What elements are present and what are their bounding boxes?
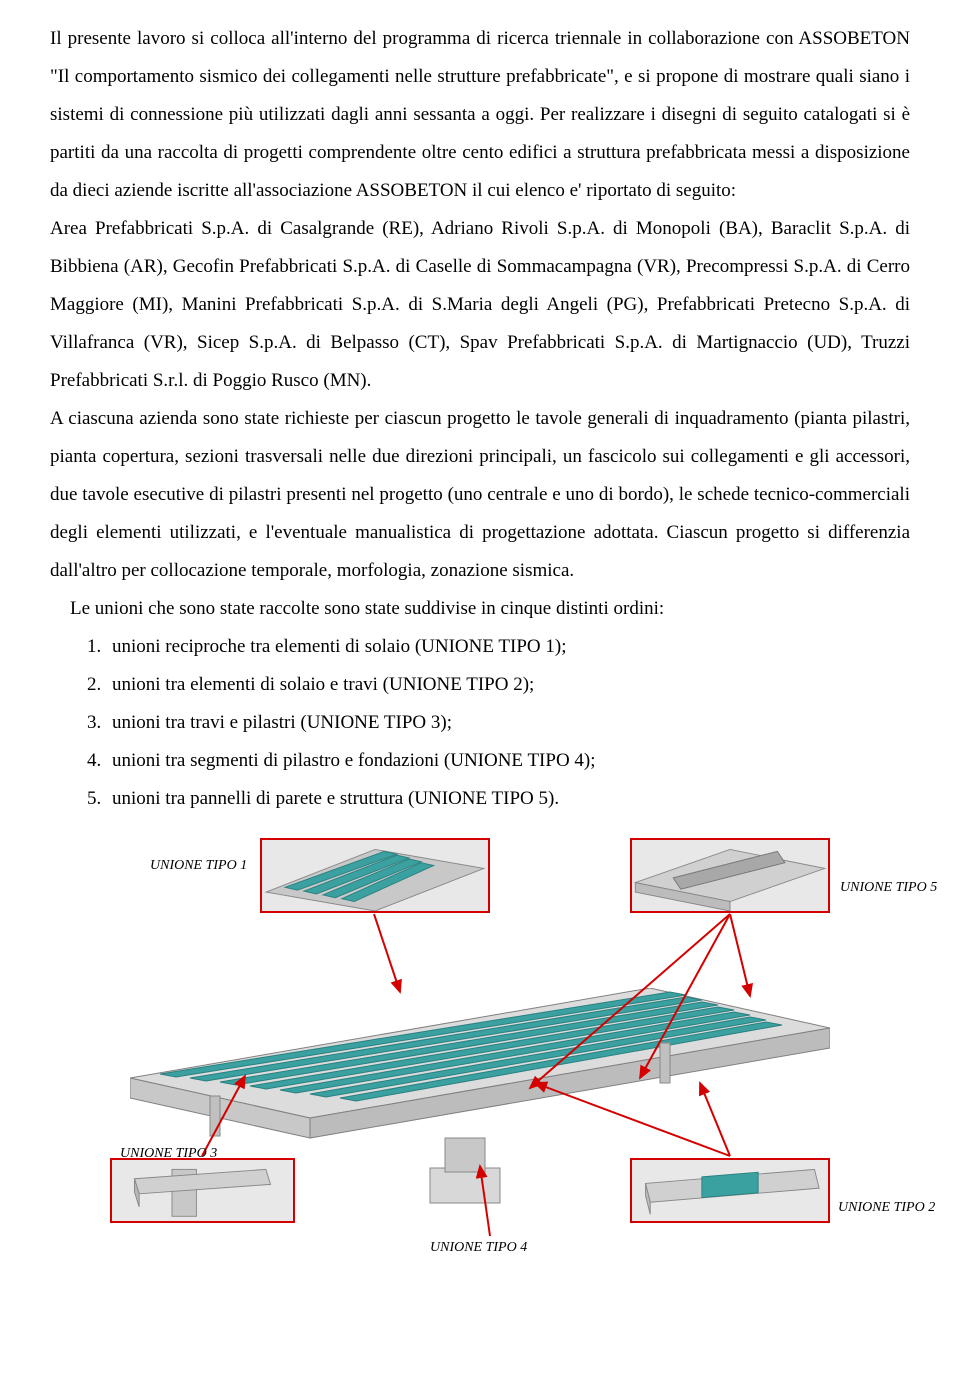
list-item-2: unioni tra elementi di solaio e travi (U… — [106, 666, 910, 704]
label-unione-2: UNIONE TIPO 2 — [838, 1200, 935, 1216]
union-list: unioni reciproche tra elementi di solaio… — [50, 628, 910, 818]
list-item-5: unioni tra pannelli di parete e struttur… — [106, 780, 910, 818]
callout-unione-5 — [630, 838, 830, 913]
callout-unione-2 — [630, 1158, 830, 1223]
paragraph-1: Il presente lavoro si colloca all'intern… — [50, 20, 910, 210]
paragraph-2: Area Prefabbricati S.p.A. di Casalgrande… — [50, 210, 910, 400]
list-item-3: unioni tra travi e pilastri (UNIONE TIPO… — [106, 704, 910, 742]
callout-unione-1 — [260, 838, 490, 913]
label-unione-3: UNIONE TIPO 3 — [120, 1146, 217, 1162]
document-page: Il presente lavoro si colloca all'intern… — [0, 0, 960, 1258]
label-unione-1: UNIONE TIPO 1 — [150, 858, 247, 874]
callout-unione-3 — [110, 1158, 295, 1223]
label-unione-5: UNIONE TIPO 5 — [840, 880, 937, 896]
label-unione-4: UNIONE TIPO 4 — [430, 1240, 527, 1256]
paragraph-3: A ciascuna azienda sono state richieste … — [50, 400, 910, 590]
paragraph-4: Le unioni che sono state raccolte sono s… — [50, 590, 910, 628]
list-item-4: unioni tra segmenti di pilastro e fondaz… — [106, 742, 910, 780]
building-diagram: UNIONE TIPO 1 UNIONE TIPO 5 UNIONE TIPO … — [50, 828, 910, 1258]
list-item-1: unioni reciproche tra elementi di solaio… — [106, 628, 910, 666]
